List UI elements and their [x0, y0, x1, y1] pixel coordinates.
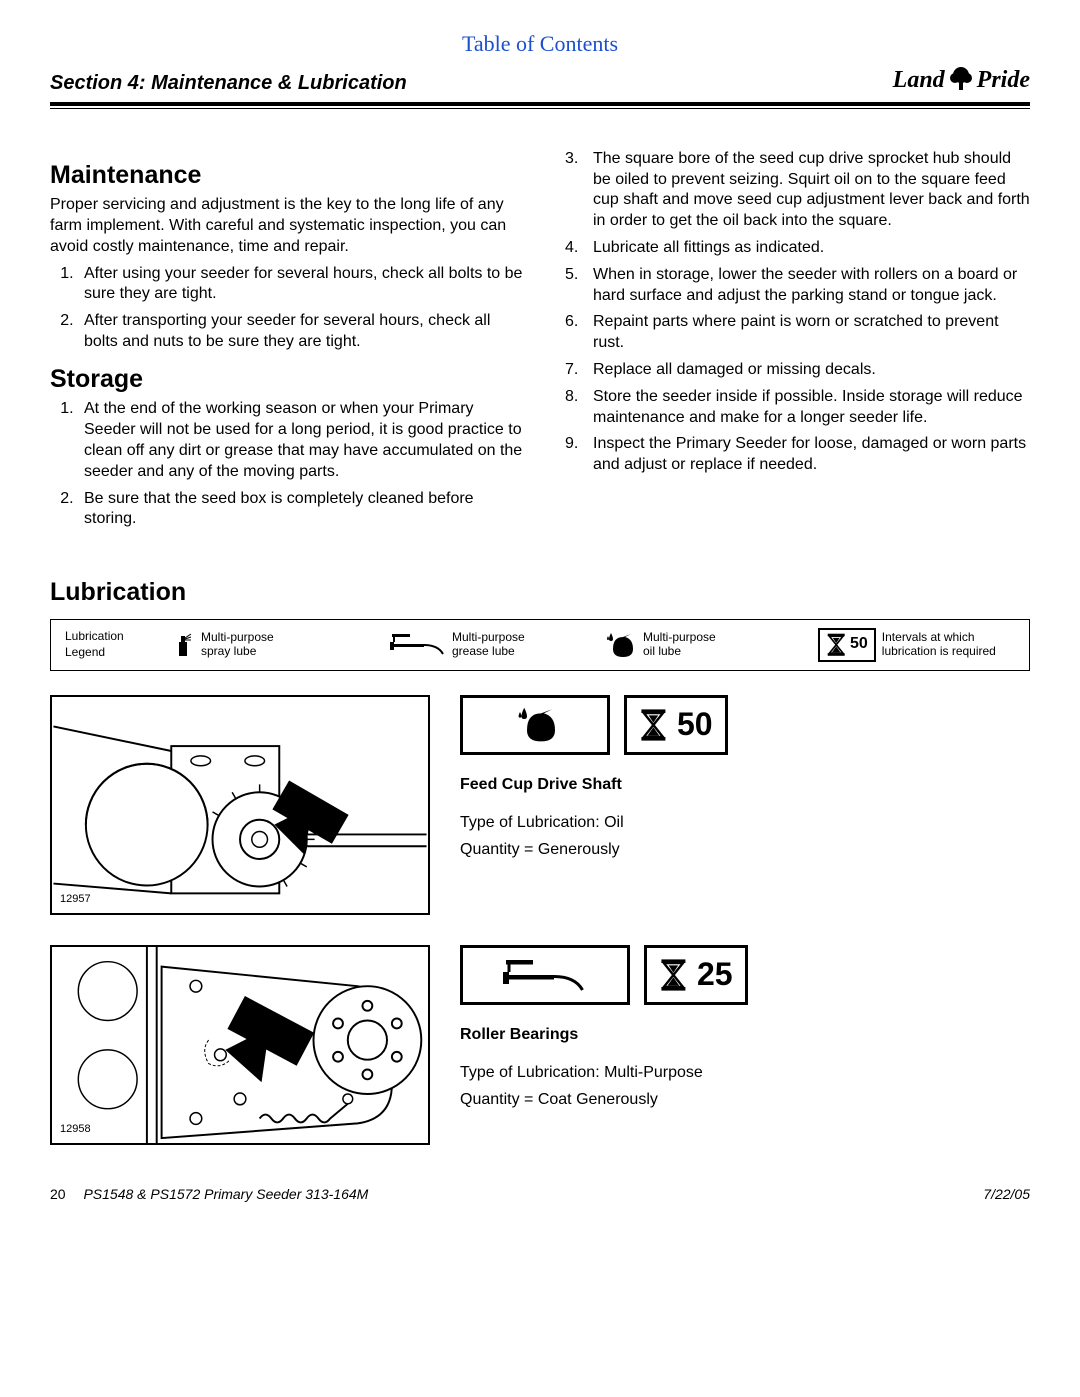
list-item: Store the seeder inside if possible. Ins… — [555, 387, 1030, 429]
legend-item-oil: Multi-purpose oil lube — [603, 631, 800, 659]
legend-item-interval: 50 Intervals at which lubrication is req… — [818, 628, 1015, 662]
lubrication-info: 50 Feed Cup Drive Shaft Type of Lubricat… — [460, 695, 1030, 915]
interval-box: 50 — [624, 695, 728, 755]
page-footer: 20 PS1548 & PS1572 Primary Seeder 313-16… — [50, 1185, 1030, 1203]
diagram-number: 12958 — [60, 1122, 91, 1136]
legend-text: grease lube — [452, 645, 525, 658]
lubrication-section: Lubrication LubricationLegend Multi-purp… — [50, 576, 1030, 1145]
storage-heading: Storage — [50, 363, 525, 396]
legend-interval-num: 50 — [850, 634, 868, 655]
section-title: Section 4: Maintenance & Lubrication — [50, 70, 407, 96]
list-item: Replace all damaged or missing decals. — [555, 360, 1030, 381]
lubrication-heading: Lubrication — [50, 576, 1030, 609]
list-item: Be sure that the seed box is completely … — [78, 489, 525, 531]
legend-text: spray lube — [201, 645, 274, 658]
legend-text: Multi-purpose — [452, 631, 525, 644]
lube-qty-line: Quantity = Generously — [460, 840, 1030, 861]
lube-point-title: Roller Bearings — [460, 1025, 1030, 1046]
lubrication-legend: LubricationLegend Multi-purpose spray lu… — [50, 619, 1030, 671]
lubrication-entry: 12957 50 Feed Cup Drive Shaft Type of Lu… — [50, 695, 1030, 915]
diagram-svg — [52, 697, 428, 913]
spray-icon — [173, 632, 195, 658]
tree-icon — [949, 66, 973, 94]
legend-text: Multi-purpose — [201, 631, 274, 644]
hourglass-icon — [639, 707, 667, 743]
oil-icon — [513, 705, 557, 745]
lube-point-title: Feed Cup Drive Shaft — [460, 775, 1030, 796]
legend-text: lubrication is required — [882, 645, 996, 658]
lube-type-box — [460, 945, 630, 1005]
page-number: 20 — [50, 1186, 66, 1202]
grease-icon — [388, 632, 446, 658]
doc-date: 7/22/05 — [983, 1185, 1030, 1203]
grease-icon — [500, 957, 590, 993]
lube-type-line: Type of Lubrication: Oil — [460, 813, 1030, 834]
legend-text: Intervals at which — [882, 631, 996, 644]
rule-thin — [50, 108, 1030, 109]
hourglass-icon — [826, 632, 846, 658]
page-header: Section 4: Maintenance & Lubrication Lan… — [50, 65, 1030, 96]
list-item: The square bore of the seed cup drive sp… — [555, 149, 1030, 232]
list-item: Lubricate all fittings as indicated. — [555, 238, 1030, 259]
brand-text-1: Land — [893, 65, 945, 96]
interval-value: 50 — [677, 704, 713, 746]
legend-text: oil lube — [643, 645, 716, 658]
legend-item-spray: Multi-purpose spray lube — [173, 631, 370, 657]
doc-id: PS1548 & PS1572 Primary Seeder 313-164M — [83, 1186, 368, 1202]
oil-icon — [603, 631, 637, 659]
list-item: Inspect the Primary Seeder for loose, da… — [555, 434, 1030, 476]
diagram-feed-cup: 12957 — [50, 695, 430, 915]
storage-list-left: At the end of the working season or when… — [50, 399, 525, 530]
legend-item-grease: Multi-purpose grease lube — [388, 631, 585, 657]
body-columns: Maintenance Proper servicing and adjustm… — [50, 149, 1030, 536]
diagram-svg — [52, 947, 428, 1143]
toc-link[interactable]: Table of Contents — [50, 30, 1030, 59]
lube-qty-line: Quantity = Coat Generously — [460, 1090, 1030, 1111]
brand-logo: Land Pride — [893, 65, 1030, 96]
lubrication-info: 25 Roller Bearings Type of Lubrication: … — [460, 945, 1030, 1145]
diagram-roller-bearings: 12958 — [50, 945, 430, 1145]
lube-type-line: Type of Lubrication: Multi-Purpose — [460, 1063, 1030, 1084]
legend-text: Multi-purpose — [643, 631, 716, 644]
legend-title: LubricationLegend — [65, 629, 155, 660]
diagram-number: 12957 — [60, 892, 91, 906]
interval-value: 25 — [697, 954, 733, 996]
maintenance-heading: Maintenance — [50, 159, 525, 192]
rule-thick — [50, 102, 1030, 106]
brand-text-2: Pride — [977, 65, 1030, 96]
lubrication-entry: 12958 25 Roller Bearings Type of Lubrica… — [50, 945, 1030, 1145]
list-item: When in storage, lower the seeder with r… — [555, 265, 1030, 307]
list-item: After using your seeder for several hour… — [78, 264, 525, 306]
left-column: Maintenance Proper servicing and adjustm… — [50, 149, 525, 536]
list-item: After transporting your seeder for sever… — [78, 311, 525, 353]
list-item: Repaint parts where paint is worn or scr… — [555, 312, 1030, 354]
maintenance-list: After using your seeder for several hour… — [50, 264, 525, 353]
interval-box: 25 — [644, 945, 748, 1005]
maintenance-intro: Proper servicing and adjustment is the k… — [50, 195, 525, 257]
storage-list-right: The square bore of the seed cup drive sp… — [555, 149, 1030, 476]
lube-type-box — [460, 695, 610, 755]
right-column: The square bore of the seed cup drive sp… — [555, 149, 1030, 536]
list-item: At the end of the working season or when… — [78, 399, 525, 482]
hourglass-icon — [659, 957, 687, 993]
